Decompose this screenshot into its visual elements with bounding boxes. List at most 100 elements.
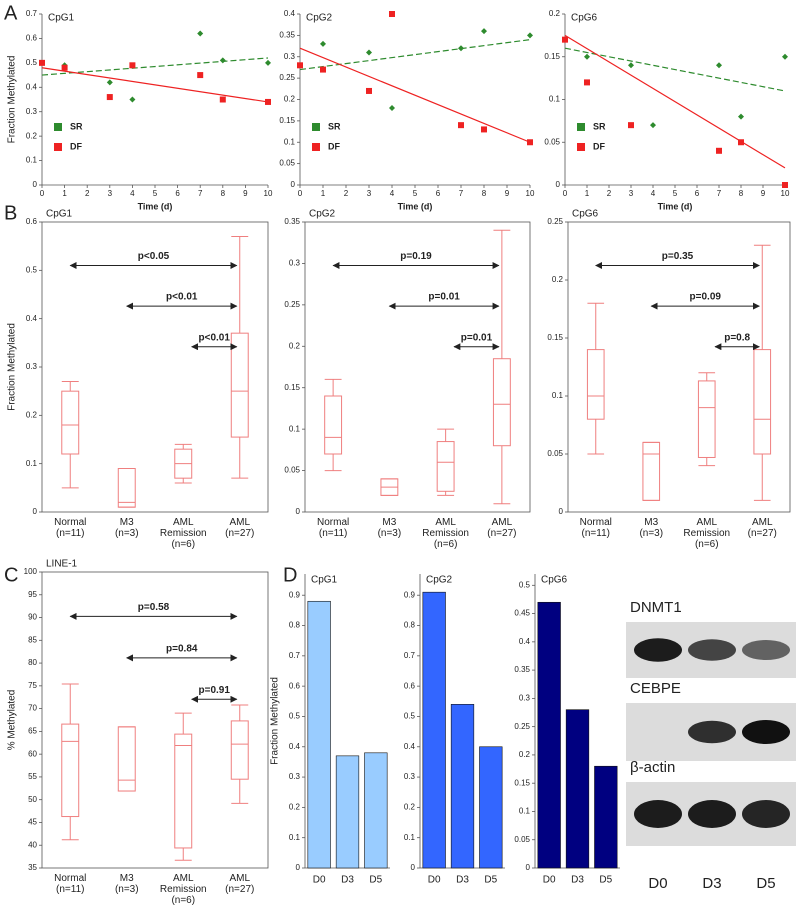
x-tick-label: 3: [367, 189, 372, 198]
x-tick-label-line: AML: [229, 517, 250, 528]
x-tick-label: 4: [390, 189, 395, 198]
comparison-label: p<0.01: [199, 332, 231, 343]
y-tick-label: 0.4: [519, 637, 531, 646]
x-tick-label: 1: [585, 189, 590, 198]
x-tick-label: AML Remission (n=6): [160, 517, 207, 550]
y-tick-label: 0.1: [26, 156, 38, 165]
x-tick-label-line: (n=11): [319, 528, 347, 539]
y-tick-label: 95: [28, 590, 37, 599]
point: [320, 66, 326, 73]
y-tick-label: 0.2: [289, 802, 301, 811]
x-tick-label: 1: [321, 189, 326, 198]
y-tick-label: 80: [28, 658, 37, 667]
y-tick-label: 0.35: [279, 30, 295, 39]
point: [738, 113, 744, 120]
y-tick-label: 0.3: [289, 259, 301, 268]
box: [753, 349, 772, 455]
x-tick-label: 2: [344, 189, 349, 198]
x-tick-label: 8: [221, 189, 226, 198]
point: [481, 28, 487, 35]
point: [716, 62, 722, 69]
x-tick-label: M3 (n=3): [639, 517, 663, 539]
x-tick-label-line: (n=3): [115, 528, 139, 539]
legend-label: SR: [328, 121, 341, 131]
box: [61, 723, 80, 818]
y-tick-label: 0.25: [514, 722, 530, 731]
x-tick-label-line: Normal: [54, 873, 86, 884]
y-tick-label: 0.2: [289, 341, 301, 350]
x-tick-label-line: M3: [120, 517, 134, 528]
x-tick-label-line: Normal: [54, 517, 86, 528]
point: [389, 11, 395, 17]
y-tick-label: 0.25: [284, 300, 300, 309]
y-tick-label: 0.4: [26, 314, 38, 323]
x-tick-label-line: Remission: [683, 528, 730, 539]
x-tick-label-line: AML: [173, 517, 194, 528]
x-tick-label-line: (n=3): [115, 884, 139, 895]
bar: [307, 600, 331, 869]
comparison-label: p=0.19: [400, 251, 432, 262]
x-tick-label-line: M3: [382, 517, 396, 528]
point: [738, 139, 744, 146]
panel-label: A: [4, 2, 18, 24]
x-tick-label: AML (n=27): [225, 517, 254, 539]
y-tick-label: 85: [28, 635, 37, 644]
y-tick-label: 0.2: [26, 131, 38, 140]
legend-marker: [312, 123, 320, 131]
x-axis-label: Time (d): [398, 201, 433, 211]
legend-marker: [54, 143, 62, 151]
point: [716, 147, 722, 154]
x-tick-label-line: AML: [229, 873, 250, 884]
y-tick-label: 0.7: [26, 9, 38, 18]
protein-label: β-actin: [630, 759, 675, 776]
bar: [479, 746, 503, 869]
point: [562, 36, 568, 43]
x-tick-label: 0: [563, 189, 568, 198]
x-tick-label-line: Remission: [422, 528, 469, 539]
x-tick-label-line: M3: [644, 517, 658, 528]
blot-band: [742, 640, 790, 660]
x-tick-label: D0: [313, 875, 326, 886]
point: [389, 105, 395, 112]
y-tick-label: 0.1: [404, 833, 416, 842]
x-tick-label: 6: [436, 189, 441, 198]
x-tick-label: 9: [761, 189, 766, 198]
lane-label: D0: [648, 875, 667, 892]
point: [129, 96, 136, 103]
blot-band: [688, 800, 736, 828]
chart-title: CpG1: [46, 209, 73, 220]
y-tick-label: 0.2: [549, 9, 561, 18]
point: [366, 87, 372, 94]
x-tick-label-line: AML: [752, 517, 773, 528]
x-tick-label: 6: [695, 189, 700, 198]
y-tick-label: 0.45: [514, 609, 530, 618]
y-tick-label: 0.3: [404, 772, 416, 781]
y-tick-label: 0.3: [289, 772, 301, 781]
legend-label: DF: [70, 141, 82, 151]
chart-title: CpG2: [426, 575, 453, 586]
x-tick-label: M3 (n=3): [378, 517, 402, 539]
legend-marker: [577, 143, 585, 151]
y-tick-label: 0.35: [284, 217, 300, 226]
box: [117, 468, 136, 508]
y-tick-label: 0.8: [289, 621, 301, 630]
x-tick-label: 5: [153, 189, 158, 198]
y-tick-label: 0.1: [549, 95, 561, 104]
y-tick-label: 0.1: [26, 459, 38, 468]
x-tick-label: 3: [629, 189, 634, 198]
x-tick-label: 10: [526, 189, 535, 198]
x-tick-label: Normal (n=11): [54, 873, 86, 895]
bar: [537, 601, 561, 869]
box: [324, 395, 343, 455]
y-tick-label: 90: [28, 613, 37, 622]
legend-marker: [577, 123, 585, 131]
x-tick-label-line: Normal: [580, 517, 612, 528]
panel-label: D: [283, 564, 297, 586]
y-tick-label: 0.3: [26, 362, 38, 371]
x-tick-label: 7: [198, 189, 203, 198]
y-tick-label: 0.05: [544, 137, 560, 146]
y-tick-label: 65: [28, 726, 37, 735]
y-axis-label: Fraction Methylated: [270, 677, 281, 765]
point: [782, 53, 788, 60]
y-tick-label: 0.3: [284, 52, 296, 61]
